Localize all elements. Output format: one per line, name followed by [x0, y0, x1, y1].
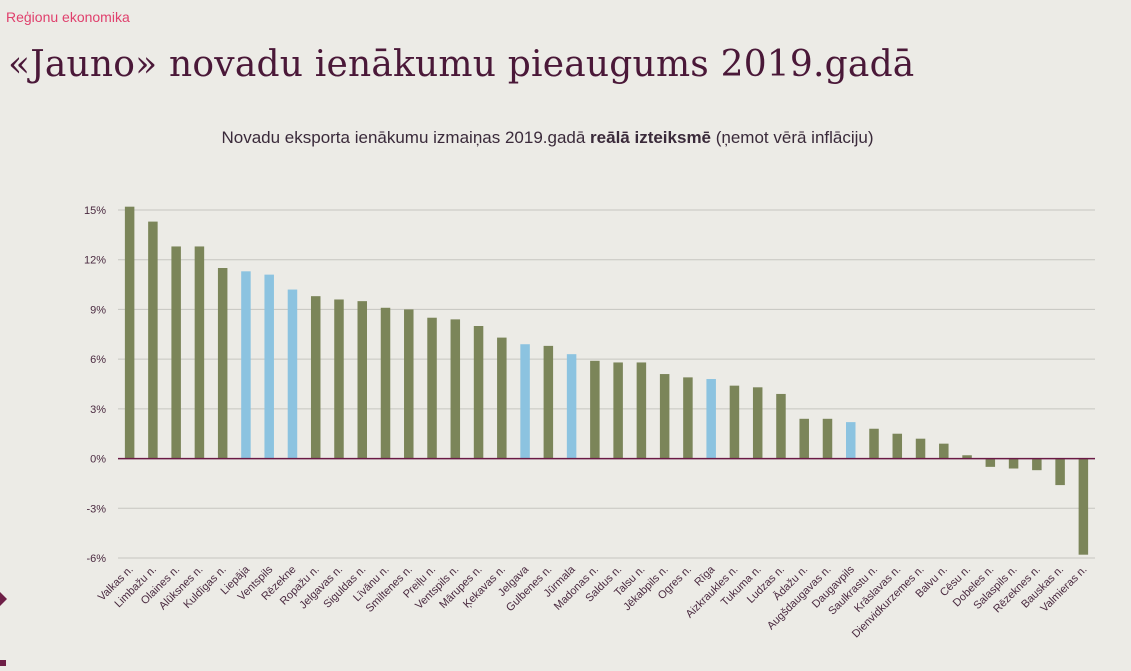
y-tick-label: 9% [90, 304, 106, 316]
bar [985, 458, 996, 467]
bar [1008, 458, 1019, 469]
bar [543, 345, 554, 459]
bar [264, 274, 274, 459]
bar [869, 428, 879, 459]
bar [217, 268, 228, 459]
bar [287, 289, 298, 459]
bar [706, 379, 716, 459]
y-tick-label: 6% [90, 354, 106, 366]
bar [776, 393, 786, 459]
chart-title-bold: reālā izteiksmē [590, 128, 712, 147]
bar [520, 344, 530, 459]
bar [497, 337, 507, 459]
bar [380, 307, 391, 459]
bar [892, 433, 903, 459]
page-title: «Jauno» novadu ienākumu pieaugums 2019.g… [8, 44, 915, 85]
bar [915, 438, 926, 459]
bar [124, 206, 135, 459]
slide-corner-mark [0, 660, 6, 666]
bar [171, 246, 181, 459]
bar [729, 385, 740, 459]
bar [357, 301, 367, 459]
y-tick-label: 15% [84, 205, 106, 217]
bar [613, 362, 623, 459]
y-tick-label: 12% [84, 255, 106, 267]
section-label: Reģionu ekonomika [6, 9, 130, 25]
bar [427, 317, 437, 459]
y-tick-label: -6% [86, 553, 106, 565]
bar [846, 422, 856, 459]
y-tick-label: -3% [86, 503, 106, 515]
bar [939, 443, 949, 459]
bar [404, 309, 414, 459]
bar [752, 387, 763, 459]
bar [1032, 458, 1042, 471]
bar [1078, 458, 1089, 555]
bar [822, 418, 833, 459]
bar [194, 246, 205, 459]
chart-title-suffix: (ņemot vērā inflāciju) [711, 128, 874, 147]
bar [636, 362, 647, 459]
bar [799, 418, 809, 459]
bar [310, 296, 321, 459]
bar [473, 326, 484, 459]
slide-arrow-icon [0, 592, 7, 606]
bar [1055, 458, 1065, 486]
bar [148, 221, 158, 459]
bar [683, 377, 693, 459]
bar [566, 354, 577, 459]
bar [241, 271, 251, 459]
y-tick-label: 3% [90, 404, 106, 416]
bar [334, 299, 344, 459]
y-tick-label: 0% [90, 454, 106, 466]
bar [450, 319, 461, 459]
bar [659, 374, 670, 459]
chart-title-prefix: Novadu eksporta ienākumu izmaiņas 2019.g… [221, 128, 591, 147]
chart-title: Novadu eksporta ienākumu izmaiņas 2019.g… [0, 128, 1095, 148]
bar [962, 455, 972, 459]
bar [590, 360, 600, 459]
